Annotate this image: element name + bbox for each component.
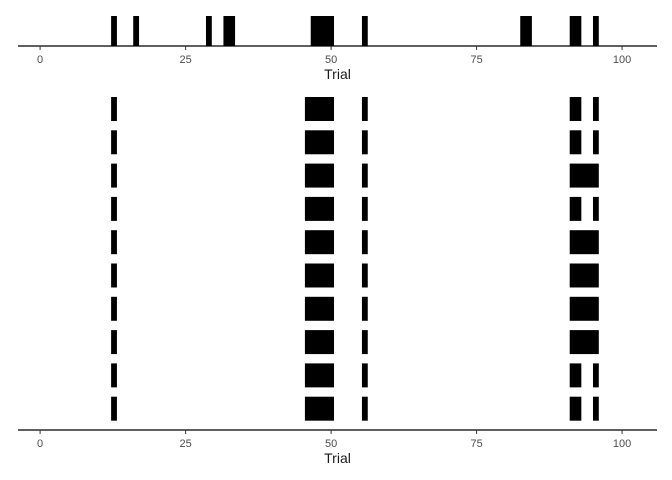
barcode-mark [111, 263, 117, 288]
barcode-mark [361, 130, 368, 155]
x-tick-label: 75 [470, 438, 482, 450]
x-tick-label: 50 [325, 54, 337, 66]
barcode-mark [569, 296, 599, 321]
barcode-mark [304, 130, 335, 155]
barcode-mark [310, 16, 335, 46]
barcode-mark [361, 163, 368, 188]
barcode-mark [111, 16, 117, 46]
barcode-mark [569, 163, 599, 188]
barcode-mark [304, 230, 335, 255]
barcode-mark [361, 396, 368, 421]
barcode-mark [592, 363, 599, 388]
barcode-mark [111, 130, 117, 155]
barcode-mark [569, 196, 582, 221]
barcode-mark [304, 330, 335, 355]
x-tick-label: 25 [179, 438, 191, 450]
barcode-mark [304, 263, 335, 288]
barcode-mark [361, 196, 368, 221]
barcode-mark [592, 97, 599, 121]
x-tick-label: 100 [613, 54, 631, 66]
bottom-x-axis-title: Trial [324, 450, 351, 466]
barcode-mark [111, 330, 117, 355]
barcode-mark [205, 16, 212, 46]
barcode-mark [111, 230, 117, 255]
bottom-panel: 0 25 50 75 100 Trial [18, 97, 657, 466]
barcode-mark [569, 263, 599, 288]
barcode-mark [361, 363, 368, 388]
barcode-mark [361, 230, 368, 255]
barcode-mark [304, 363, 335, 388]
barcode-mark [569, 16, 582, 46]
barcode-mark [592, 16, 599, 46]
barcode-mark [111, 196, 117, 221]
bottom-x-axis-ticks: 0 25 50 75 100 [37, 430, 631, 450]
x-tick-label: 0 [37, 438, 43, 450]
barcode-mark [304, 296, 335, 321]
x-tick-label: 0 [37, 54, 43, 66]
barcode-mark [569, 97, 582, 121]
barcode-mark [111, 296, 117, 321]
barcode-mark [111, 363, 117, 388]
x-tick-label: 75 [470, 54, 482, 66]
barcode-mark [304, 163, 335, 188]
top-panel: 0 25 50 75 100 Trial [18, 16, 657, 82]
barcode-mark [304, 196, 335, 221]
barcode-mark [111, 97, 117, 121]
barcode-mark [569, 230, 599, 255]
barcode-mark [361, 16, 368, 46]
barcode-mark [520, 16, 532, 46]
x-tick-label: 50 [325, 438, 337, 450]
barcode-mark [304, 396, 335, 421]
barcode-mark [361, 263, 368, 288]
top-panel-bars [111, 16, 599, 46]
barcode-mark [361, 296, 368, 321]
barcode-mark [592, 130, 599, 155]
barcode-mark [361, 97, 368, 121]
bottom-panel-bars [111, 97, 599, 421]
barcode-mark [592, 396, 599, 421]
barcode-mark [223, 16, 236, 46]
barcode-mark [569, 396, 582, 421]
barcode-mark [133, 16, 140, 46]
top-x-axis-title: Trial [324, 66, 351, 82]
top-x-axis-ticks: 0 25 50 75 100 [37, 46, 631, 66]
x-tick-label: 25 [179, 54, 191, 66]
barcode-mark [569, 330, 599, 355]
barcode-mark [111, 396, 117, 421]
x-tick-label: 100 [613, 438, 631, 450]
barcode-mark [304, 97, 335, 121]
barcode-mark [361, 330, 368, 355]
barcode-mark [569, 363, 582, 388]
barcode-mark [592, 196, 599, 221]
barcode-mark [569, 130, 582, 155]
barcode-mark [111, 163, 117, 188]
